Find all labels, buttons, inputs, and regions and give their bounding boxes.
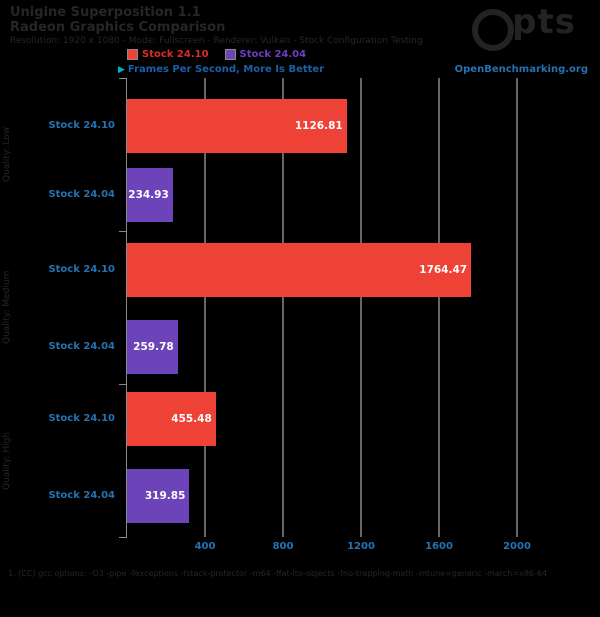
axis-group-tick: [119, 78, 127, 79]
scale-note-text: Frames Per Second, More Is Better: [127, 64, 325, 75]
bar: 455.48: [127, 392, 216, 446]
bar: 1764.47: [127, 243, 472, 297]
bar: 1126.81: [127, 99, 347, 153]
bar-value: 1764.47: [419, 264, 468, 276]
x-axis-tick-label: 400: [194, 541, 216, 552]
legend-swatch-purple-icon: [224, 49, 236, 60]
bar-identifier-label[interactable]: Stock 24.04: [48, 490, 115, 501]
gridline: [204, 78, 206, 537]
legend-label: Stock 24.10: [142, 49, 209, 60]
scale-note: ▶ Frames Per Second, More Is Better: [118, 64, 324, 75]
bar: 319.85: [127, 469, 190, 523]
pts-logo-ring-icon: [472, 9, 514, 51]
bar-identifier-label[interactable]: Stock 24.10: [48, 120, 115, 131]
bar-identifier-label[interactable]: Stock 24.04: [48, 189, 115, 200]
bar: 259.78: [127, 320, 178, 374]
x-axis-tick-label: 800: [272, 541, 294, 552]
legend-label: Stock 24.04: [239, 49, 307, 60]
bar-value: 455.48: [171, 413, 212, 425]
axis-group-tick: [119, 384, 127, 385]
footer-system-notes: 1. (CC) gcc options: -O3 -pipe -fexcepti…: [8, 569, 548, 578]
bar-identifier-label[interactable]: Stock 24.10: [48, 264, 115, 275]
bar-value: 259.78: [133, 341, 174, 353]
chart-title-line1: Unigine Superposition 1.1: [10, 5, 201, 20]
more-is-better-arrow-icon: ▶: [118, 65, 125, 75]
group-label-3: Quality: High: [2, 431, 12, 490]
legend-item-stock-2410[interactable]: Stock 24.10: [127, 49, 209, 60]
x-axis-tick-label: 2000: [503, 541, 531, 552]
x-axis-tick-label: 1600: [425, 541, 453, 552]
bar-identifier-label[interactable]: Stock 24.10: [48, 413, 115, 424]
bar: 234.93: [127, 168, 173, 222]
bar-value: 234.93: [128, 189, 169, 201]
y-axis-line: [126, 78, 127, 537]
group-label-1: Quality: Low: [2, 126, 12, 183]
group-label-2: Quality: Medium: [2, 270, 12, 345]
legend: Stock 24.10 Stock 24.04: [127, 49, 306, 60]
pts-logo: pts: [512, 2, 576, 42]
gridline: [516, 78, 518, 537]
gridline: [438, 78, 440, 537]
bar-value: 1126.81: [294, 120, 343, 132]
chart-title-line2: Radeon Graphics Comparison: [10, 20, 226, 35]
gridline: [282, 78, 284, 537]
bar-identifier-label[interactable]: Stock 24.04: [48, 341, 115, 352]
chart-options-line: Resolution: 1920 x 1080 - Mode: Fullscre…: [10, 36, 423, 46]
axis-group-tick: [119, 537, 127, 538]
gridline: [360, 78, 362, 537]
legend-item-stock-2404[interactable]: Stock 24.04: [224, 49, 307, 60]
axis-group-tick: [119, 231, 127, 232]
bar-value: 319.85: [144, 490, 186, 502]
x-axis-tick-label: 1200: [347, 541, 375, 552]
openbenchmarking-link[interactable]: OpenBenchmarking.org: [454, 64, 588, 75]
legend-swatch-red-icon: [127, 49, 138, 60]
